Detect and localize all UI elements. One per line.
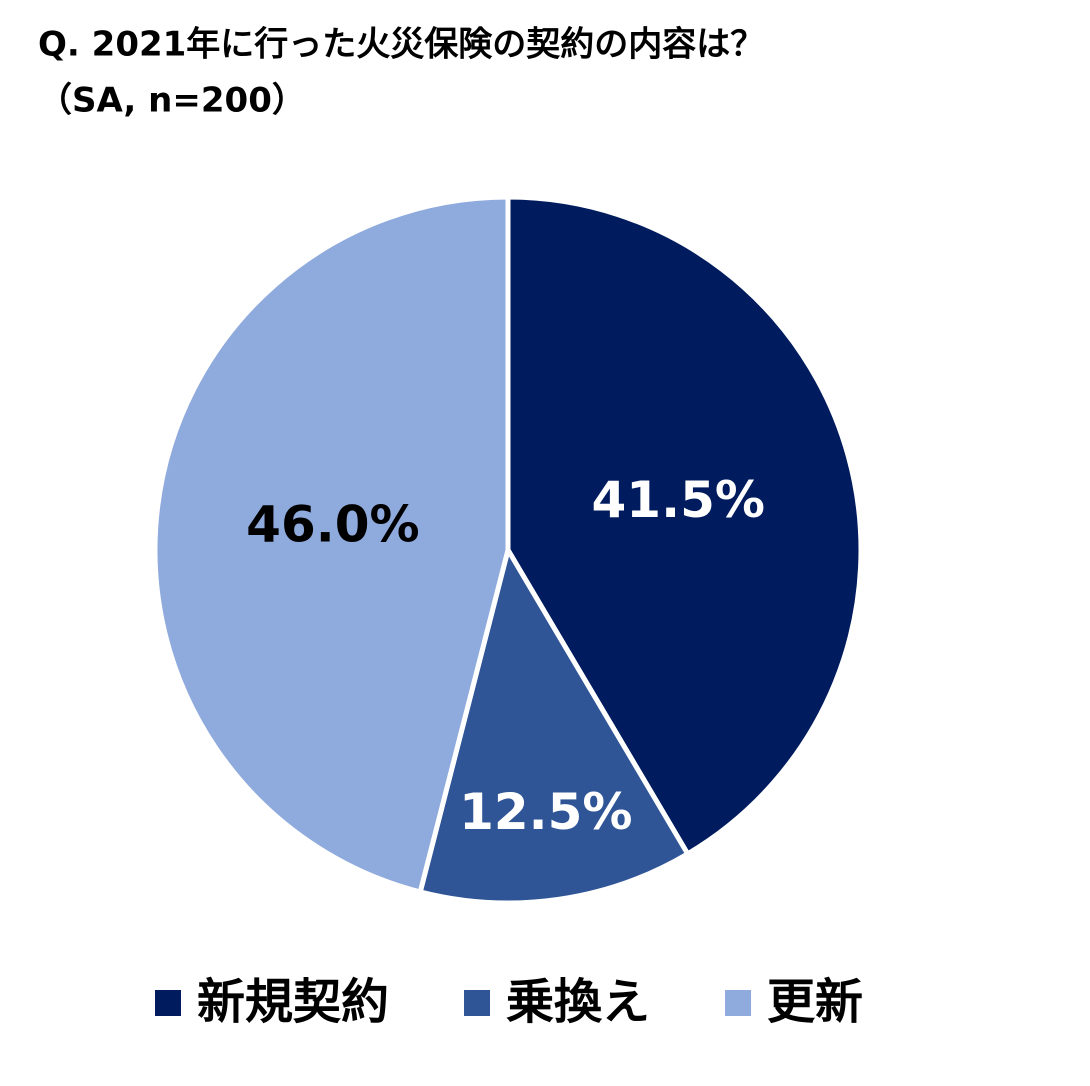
data-label: 41.5% [592,471,765,529]
legend-swatch [155,990,181,1016]
legend-swatch [464,990,491,1016]
pie: 41.5% 12.5% 46.0% [152,194,864,906]
data-label: 46.0% [246,495,419,553]
pie-slice [505,194,864,857]
legend-label: 更新 [767,974,863,1030]
legend-label: 乗換え [506,974,650,1030]
legend: 新規契約 乗換え 更新 [155,974,863,1030]
chart-title: Q. 2021年に行った火災保険の契約の内容は？ [38,25,764,65]
legend-label: 新規契約 [197,974,389,1030]
chart-subtitle: （SA, n=200） [38,81,306,121]
pie-slice [152,194,511,895]
data-label: 12.5% [459,783,632,841]
legend-swatch [725,990,752,1016]
